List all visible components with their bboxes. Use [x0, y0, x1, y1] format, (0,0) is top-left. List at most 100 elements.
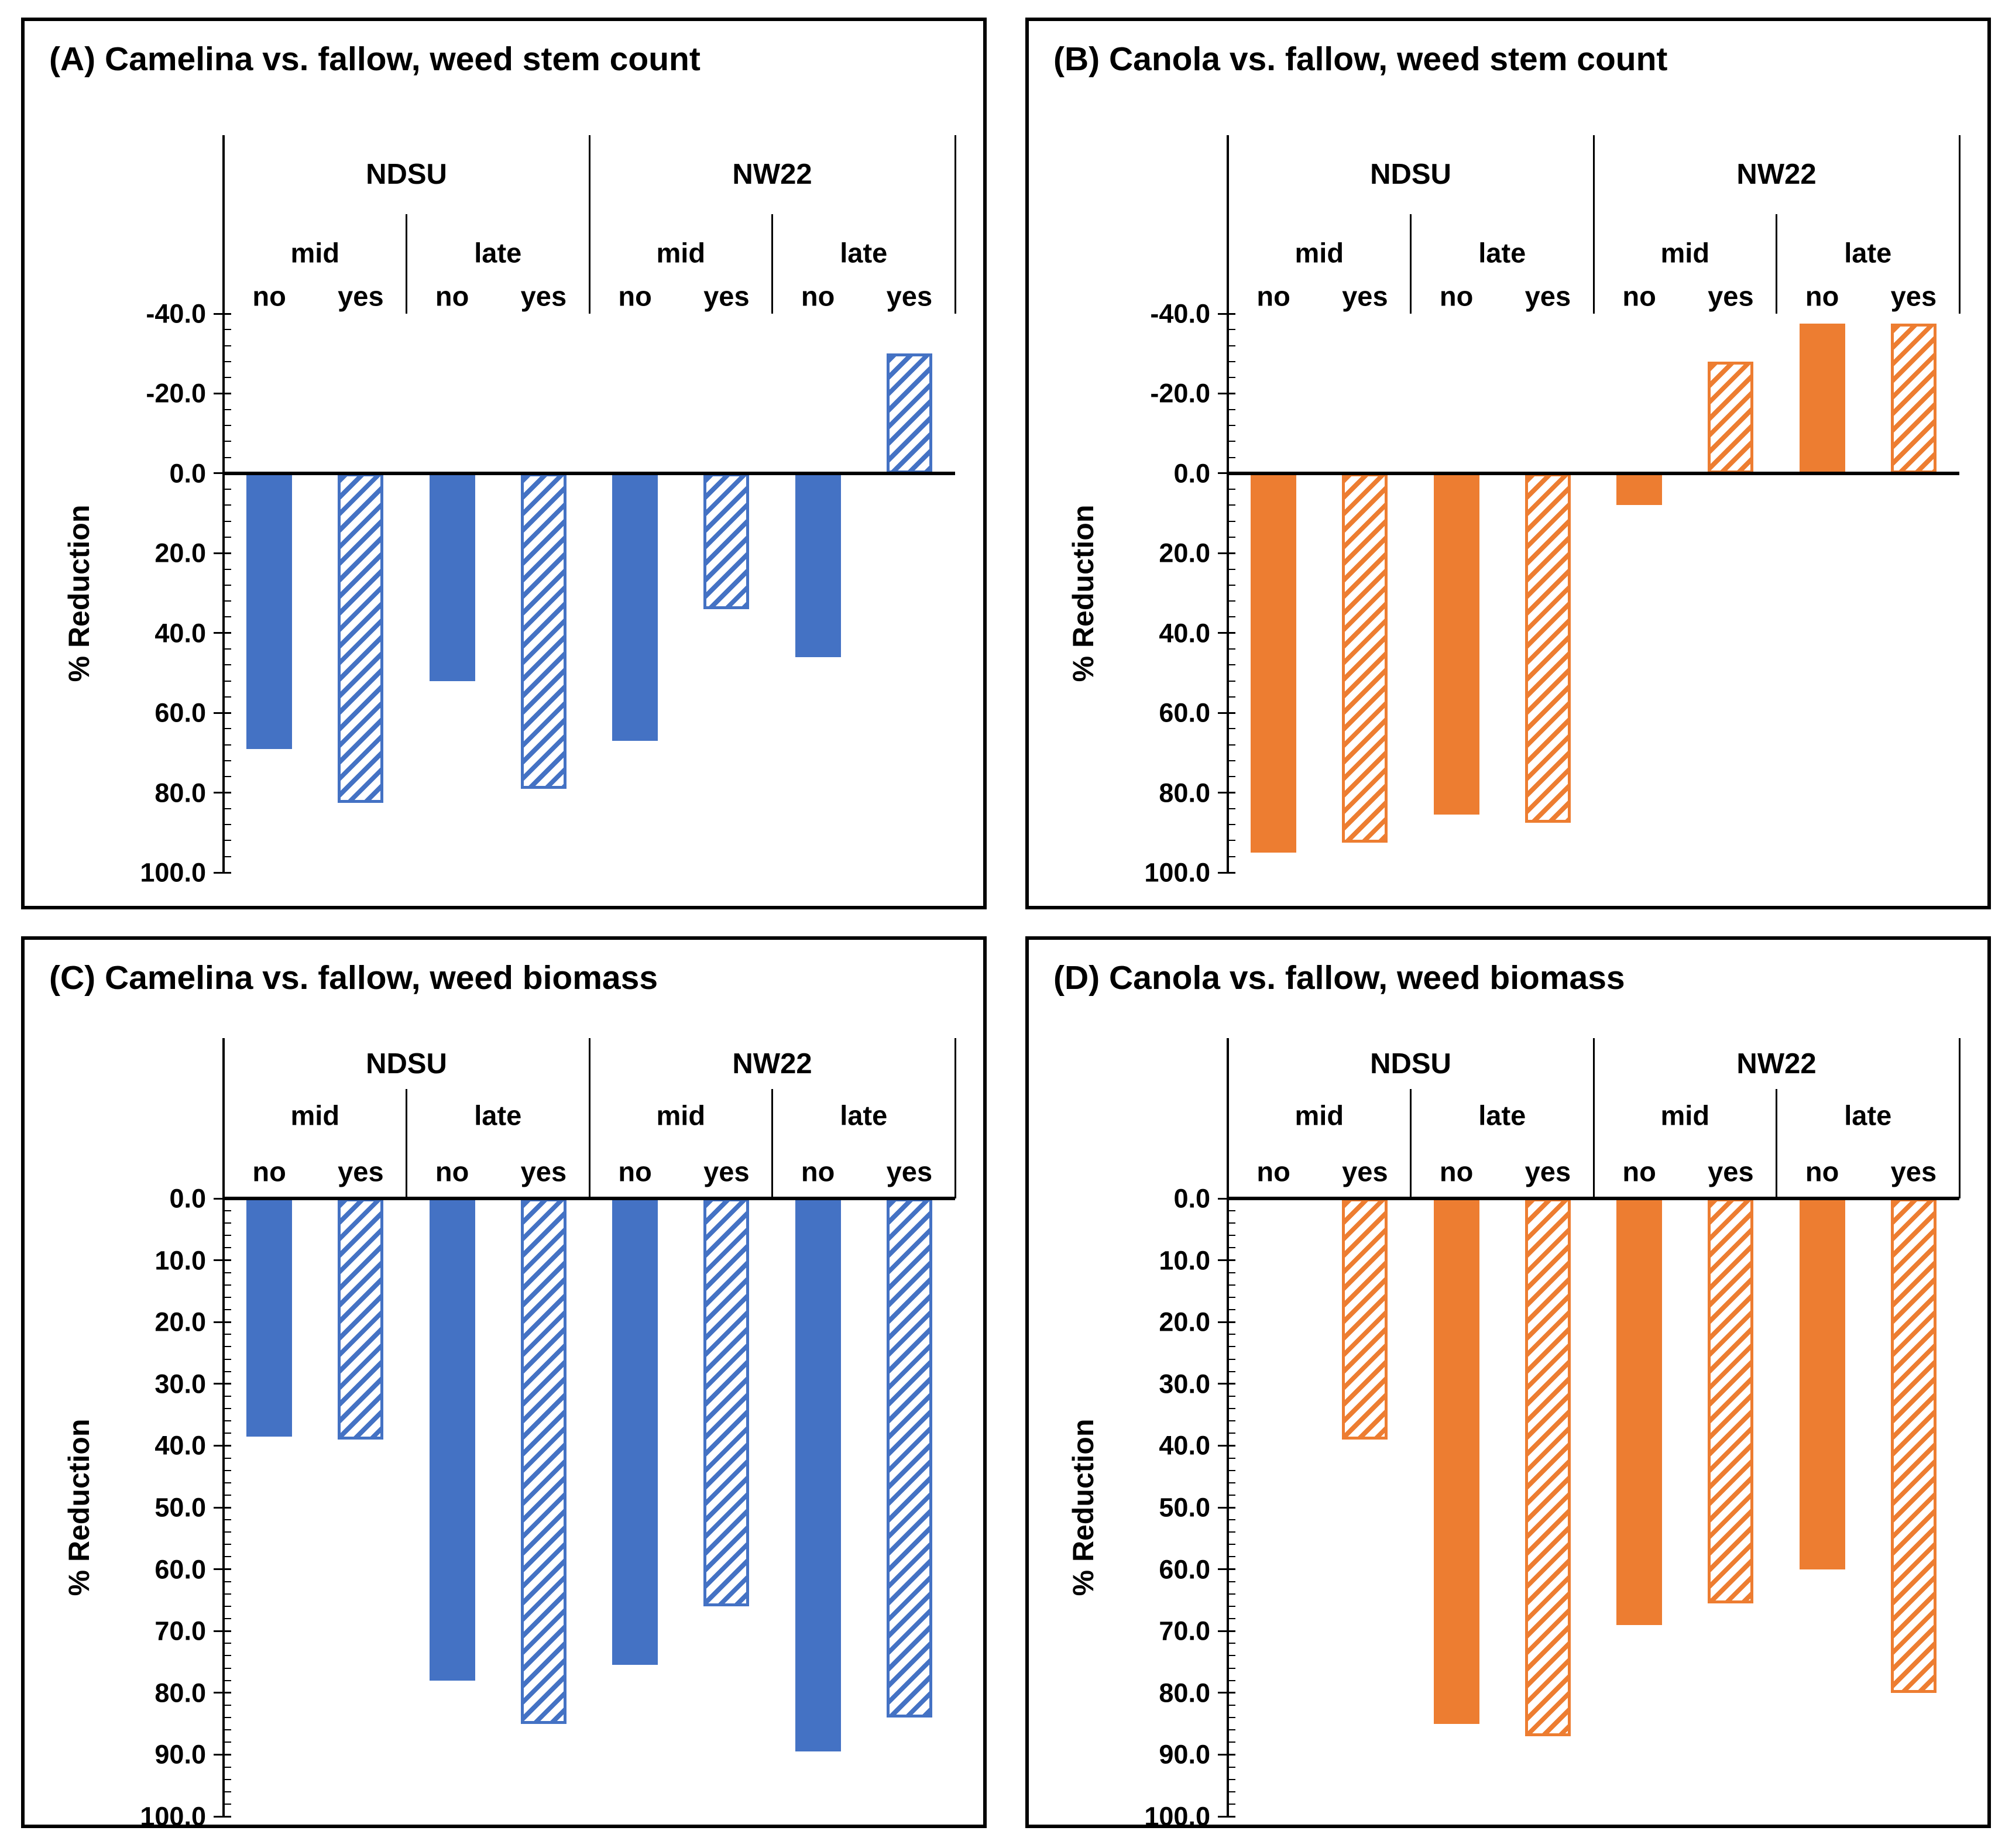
treatment-label-yes: yes [1342, 280, 1388, 312]
bar-NDSU-late-no [1433, 1198, 1479, 1724]
y-axis-major-tick [1218, 1506, 1235, 1509]
y-axis-minor-tick [224, 377, 231, 379]
y-axis-minor-tick [1228, 1544, 1235, 1545]
y-axis-minor-tick [1228, 1334, 1235, 1335]
y-axis-minor-tick [224, 808, 231, 809]
panel-title: (C) Camelina vs. fallow, weed biomass [49, 959, 658, 997]
bar-NDSU-late-yes [520, 473, 566, 789]
treatment-label-no: no [435, 280, 469, 312]
y-axis-major-tick [1218, 871, 1235, 874]
y-axis-minor-tick [1228, 728, 1235, 730]
y-axis-major-tick [1218, 392, 1235, 394]
y-axis-minor-tick [1228, 1655, 1235, 1657]
y-axis-major-tick [214, 712, 231, 714]
y-axis-minor-tick [224, 1420, 231, 1422]
subgroup-label-mid: mid [656, 237, 706, 269]
y-axis-major-tick [214, 1692, 231, 1694]
group-divider-line [1592, 1038, 1595, 1198]
y-axis-minor-tick [224, 1519, 231, 1521]
y-axis-minor-tick [1228, 1531, 1235, 1533]
y-axis-minor-tick [224, 520, 231, 522]
y-axis-minor-tick [1228, 824, 1235, 826]
subgroup-divider-line [406, 1089, 407, 1198]
y-axis-minor-tick [1228, 1346, 1235, 1348]
y-tick-label: 40.0 [1159, 618, 1210, 648]
y-axis-minor-tick [1228, 504, 1235, 506]
treatment-label-no: no [1622, 280, 1656, 312]
bar-NW22-mid-no [612, 1198, 658, 1665]
subgroup-label-late: late [1844, 237, 1892, 269]
y-axis-minor-tick [224, 856, 231, 857]
y-axis-minor-tick [1228, 345, 1235, 346]
y-axis-minor-tick [224, 1494, 231, 1496]
y-axis-minor-tick [224, 1605, 231, 1607]
treatment-label-no: no [618, 280, 652, 312]
treatment-label-yes: yes [1708, 1156, 1754, 1187]
y-axis-major-tick [1218, 312, 1235, 315]
bar-NDSU-late-no [429, 1198, 475, 1681]
bar-NDSU-mid-yes [1342, 473, 1388, 843]
subgroup-divider-line [771, 214, 773, 314]
y-axis-major-tick [214, 792, 231, 794]
y-tick-label: 10.0 [154, 1245, 206, 1276]
y-axis-minor-tick [224, 1370, 231, 1372]
y-axis-minor-tick [1228, 648, 1235, 650]
y-axis-major-tick [214, 1630, 231, 1632]
y-axis-minor-tick [1228, 360, 1235, 362]
y-axis-minor-tick [224, 1222, 231, 1224]
y-axis-major-tick [214, 1197, 231, 1200]
treatment-label-yes: yes [886, 280, 933, 312]
y-tick-label: 20.0 [154, 538, 206, 568]
subgroup-label-mid: mid [1660, 1100, 1710, 1131]
y-axis-minor-tick [224, 1655, 231, 1657]
y-tick-label: 80.0 [154, 778, 206, 808]
panel-D: (D) Canola vs. fallow, weed biomass NDSU N… [1025, 936, 1991, 1832]
y-axis-minor-tick [224, 824, 231, 826]
bar-NDSU-mid-yes [1342, 1198, 1388, 1440]
bar-NDSU-late-yes [1525, 473, 1571, 823]
treatment-label-yes: yes [1525, 280, 1571, 312]
y-axis-minor-tick [1228, 1494, 1235, 1496]
y-axis-line [1227, 1038, 1229, 1816]
y-axis-minor-tick [1228, 1643, 1235, 1644]
y-tick-label: 80.0 [154, 1678, 206, 1708]
subgroup-label-mid: mid [656, 1100, 706, 1131]
y-axis-major-tick [214, 632, 231, 634]
treatment-label-no: no [801, 280, 835, 312]
y-axis-minor-tick [224, 1618, 231, 1620]
zero-baseline [224, 1197, 955, 1200]
y-tick-label: 0.0 [1173, 458, 1210, 489]
bar-NW22-late-no [795, 473, 841, 657]
y-axis-minor-tick [1228, 408, 1235, 410]
panel-title: (B) Canola vs. fallow, weed stem count [1053, 40, 1668, 78]
y-tick-label: 40.0 [1159, 1430, 1210, 1461]
y-tick-label: 90.0 [154, 1739, 206, 1770]
y-tick-label: 30.0 [154, 1369, 206, 1399]
y-axis-minor-tick [1228, 1778, 1235, 1780]
y-axis-minor-tick [1228, 1358, 1235, 1360]
y-axis-major-tick [214, 871, 231, 874]
y-axis-minor-tick [224, 1395, 231, 1397]
y-axis-minor-tick [224, 1296, 231, 1298]
bar-NDSU-late-yes [520, 1198, 566, 1724]
y-tick-label: 20.0 [154, 1307, 206, 1337]
y-axis-minor-tick [224, 1679, 231, 1681]
y-tick-label: 100.0 [1144, 1801, 1210, 1832]
y-axis-minor-tick [1228, 1272, 1235, 1273]
y-axis-minor-tick [1228, 1556, 1235, 1558]
subgroup-label-late: late [840, 237, 888, 269]
y-axis-major-tick [1218, 1197, 1235, 1200]
y-axis-minor-tick [1228, 1370, 1235, 1372]
y-axis-minor-tick [1228, 377, 1235, 379]
group-label-NDSU: NDSU [1370, 159, 1451, 190]
y-tick-label: 50.0 [1159, 1492, 1210, 1523]
treatment-label-no: no [801, 1156, 835, 1187]
y-axis-major-tick [1218, 552, 1235, 554]
y-axis-minor-tick [1228, 1235, 1235, 1236]
subgroup-divider-line [771, 1089, 773, 1198]
y-axis-minor-tick [224, 441, 231, 442]
y-axis-line [222, 1038, 225, 1816]
y-axis-minor-tick [224, 489, 231, 490]
y-axis-minor-tick [224, 537, 231, 538]
y-axis-minor-tick [1228, 808, 1235, 809]
